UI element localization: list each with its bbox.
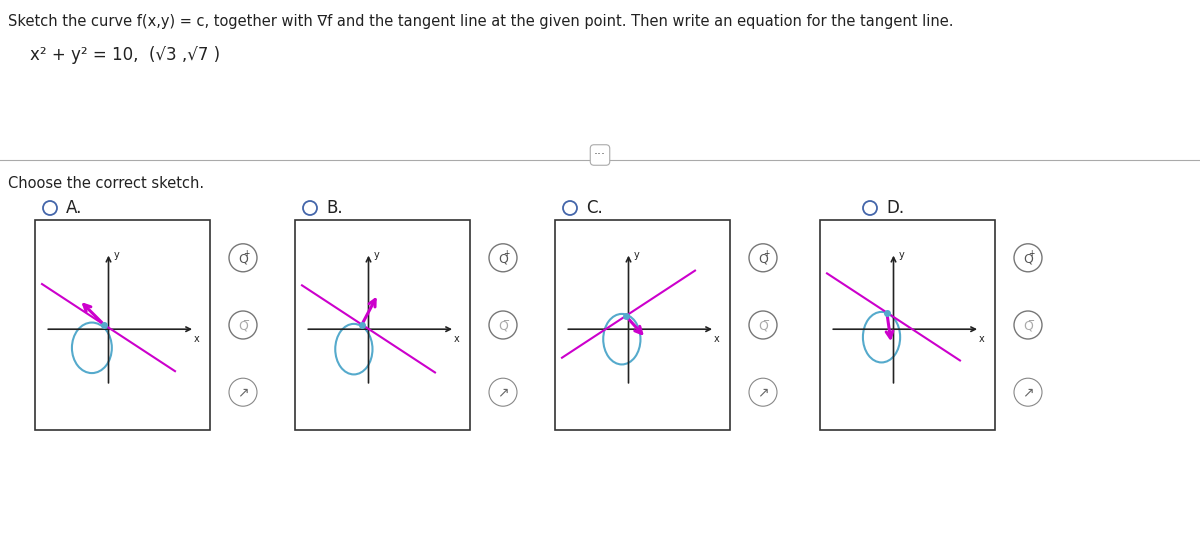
Circle shape bbox=[229, 378, 257, 406]
Text: Q: Q bbox=[758, 319, 768, 333]
Text: −: − bbox=[503, 317, 510, 325]
Text: −: − bbox=[762, 317, 769, 325]
Circle shape bbox=[749, 244, 778, 272]
Bar bbox=[820, 220, 995, 430]
Text: Q: Q bbox=[498, 252, 508, 265]
Bar bbox=[295, 220, 470, 430]
Text: ···: ··· bbox=[594, 148, 606, 161]
Circle shape bbox=[749, 378, 778, 406]
Text: x: x bbox=[454, 334, 460, 344]
Text: y: y bbox=[114, 250, 120, 260]
Text: ↗: ↗ bbox=[497, 385, 509, 399]
Text: ↗: ↗ bbox=[757, 385, 769, 399]
Text: D.: D. bbox=[886, 199, 904, 217]
Circle shape bbox=[490, 311, 517, 339]
Text: x: x bbox=[714, 334, 719, 344]
Circle shape bbox=[490, 378, 517, 406]
Circle shape bbox=[229, 244, 257, 272]
Text: Choose the correct sketch.: Choose the correct sketch. bbox=[8, 176, 204, 191]
Text: −: − bbox=[242, 317, 250, 325]
Circle shape bbox=[1014, 244, 1042, 272]
Text: y: y bbox=[374, 250, 379, 260]
Text: y: y bbox=[899, 250, 905, 260]
Text: −: − bbox=[1027, 317, 1034, 325]
Text: +: + bbox=[503, 249, 509, 258]
Text: Q: Q bbox=[1024, 319, 1033, 333]
Text: x: x bbox=[193, 334, 199, 344]
Text: Sketch the curve f(x,y) = c, together with ∇f and the tangent line at the given : Sketch the curve f(x,y) = c, together wi… bbox=[8, 14, 954, 29]
Text: +: + bbox=[242, 249, 250, 258]
Text: Q: Q bbox=[1024, 252, 1033, 265]
Text: ↗: ↗ bbox=[238, 385, 248, 399]
Text: B.: B. bbox=[326, 199, 343, 217]
Text: A.: A. bbox=[66, 199, 83, 217]
Circle shape bbox=[490, 244, 517, 272]
Circle shape bbox=[1014, 311, 1042, 339]
Text: Q: Q bbox=[238, 252, 248, 265]
Text: +: + bbox=[1028, 249, 1034, 258]
Text: +: + bbox=[763, 249, 769, 258]
Text: y: y bbox=[634, 250, 640, 260]
Text: Q: Q bbox=[498, 319, 508, 333]
Text: Q: Q bbox=[238, 319, 248, 333]
Text: ↗: ↗ bbox=[1022, 385, 1034, 399]
Text: x² + y² = 10,  (√3 ,√7 ): x² + y² = 10, (√3 ,√7 ) bbox=[30, 46, 220, 64]
Bar bbox=[554, 220, 730, 430]
Circle shape bbox=[749, 311, 778, 339]
Text: C.: C. bbox=[586, 199, 602, 217]
Text: Q: Q bbox=[758, 252, 768, 265]
Circle shape bbox=[1014, 378, 1042, 406]
Bar bbox=[35, 220, 210, 430]
Text: x: x bbox=[979, 334, 984, 344]
Circle shape bbox=[229, 311, 257, 339]
